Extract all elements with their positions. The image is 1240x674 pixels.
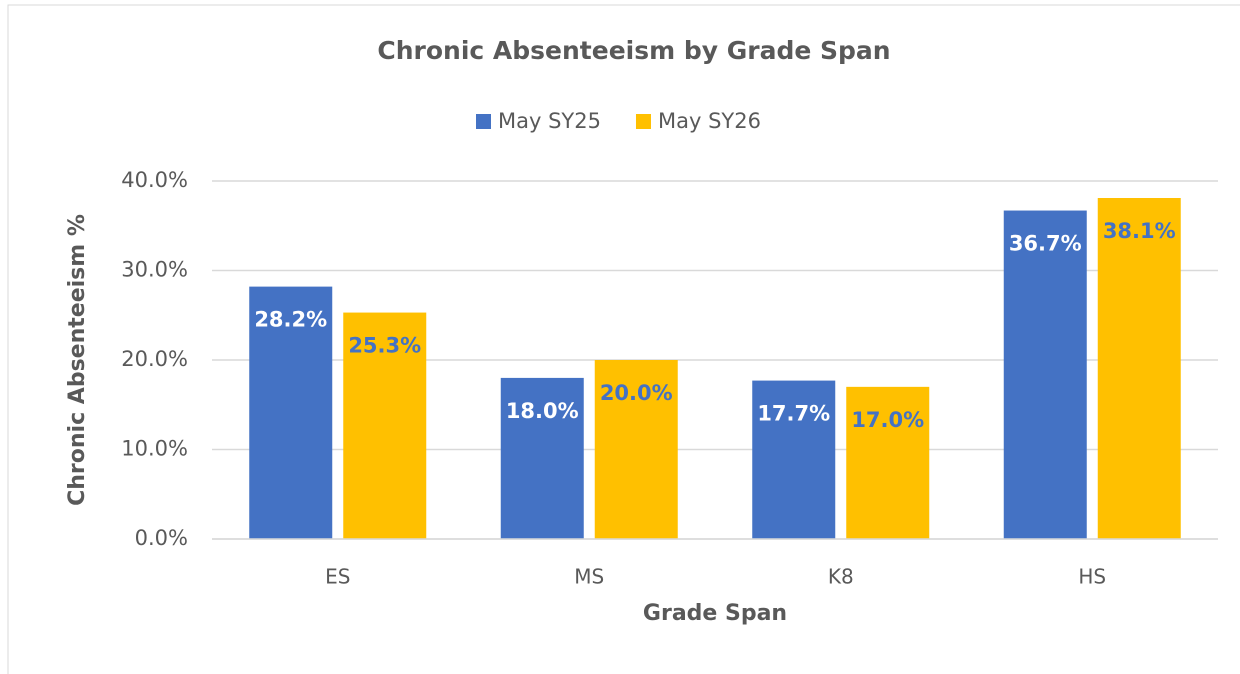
legend-label: May SY26	[658, 109, 761, 133]
data-label: 38.1%	[1103, 219, 1176, 243]
y-tick-label: 40.0%	[121, 168, 188, 192]
y-axis-label: Chronic Absenteeism %	[65, 214, 90, 506]
bar	[752, 380, 836, 539]
x-tick-label: K8	[828, 565, 854, 589]
legend-swatch	[635, 114, 651, 129]
bar	[249, 286, 333, 539]
y-tick-label: 30.0%	[121, 258, 188, 282]
data-label: 36.7%	[1009, 232, 1082, 256]
x-axis-label: Grade Span	[643, 601, 787, 626]
y-tick-label: 0.0%	[135, 526, 188, 550]
legend-swatch	[476, 114, 491, 129]
data-label: 17.7%	[757, 402, 830, 426]
data-label: 18.0%	[506, 399, 579, 423]
data-label: 28.2%	[254, 308, 327, 332]
data-label: 17.0%	[851, 408, 924, 432]
data-label: 25.3%	[348, 334, 421, 358]
bar	[846, 386, 930, 539]
bar	[1097, 198, 1181, 539]
y-tick-label: 10.0%	[121, 437, 188, 461]
bar	[343, 312, 427, 539]
chart-title: Chronic Absenteeism by Grade Span	[377, 36, 890, 65]
x-tick-label: ES	[325, 565, 350, 589]
bar	[594, 360, 678, 539]
y-tick-label: 20.0%	[121, 347, 188, 371]
bar	[500, 377, 584, 539]
data-label: 20.0%	[600, 381, 673, 405]
legend-label: May SY25	[498, 109, 601, 133]
bar	[1003, 210, 1087, 539]
x-tick-label: HS	[1078, 565, 1106, 589]
x-tick-label: MS	[574, 565, 604, 589]
